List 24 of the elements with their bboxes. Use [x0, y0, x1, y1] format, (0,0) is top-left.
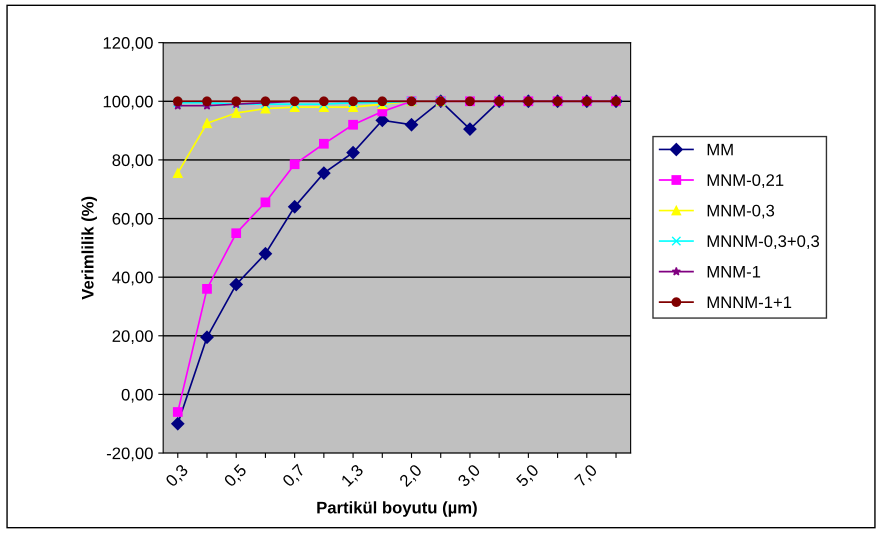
x-tick-label: 0,3 — [164, 464, 190, 489]
legend-label: MM — [708, 144, 733, 156]
legend-label: MNM-0,3 — [708, 204, 774, 218]
x-tick-label: 5,0 — [515, 464, 541, 489]
x-tick-label: 7,0 — [574, 464, 600, 489]
y-tick-label: 40,00 — [112, 272, 153, 286]
y-tick-label: 120,00 — [104, 37, 153, 51]
legend-label: MNNM-1+1 — [708, 296, 792, 308]
x-tick-label: 1,3 — [340, 464, 366, 488]
x-tick-label: 0,5 — [223, 464, 248, 489]
y-tick-label: 20,00 — [112, 330, 153, 344]
y-tick-label: 0,00 — [122, 388, 153, 403]
legend-label: MNM-1 — [708, 266, 760, 278]
y-tick-label: 80,00 — [112, 154, 153, 168]
x-tick-label: 2,0 — [398, 464, 424, 489]
legend-label: MNNM-0,3+0,3 — [708, 235, 820, 250]
y-tick-label: 100,00 — [104, 96, 153, 110]
y-tick-label: 60,00 — [112, 212, 153, 227]
x-tick-label: 0,7 — [282, 464, 307, 489]
legend-label: MNM-0,21 — [708, 174, 784, 188]
x-axis-title: Partikül boyutu (µm) — [317, 501, 477, 517]
y-tick-label: -20,00 — [106, 447, 153, 462]
x-tick-label: 3,0 — [457, 464, 482, 489]
y-axis-title: Verimlilik (%) — [81, 196, 97, 300]
